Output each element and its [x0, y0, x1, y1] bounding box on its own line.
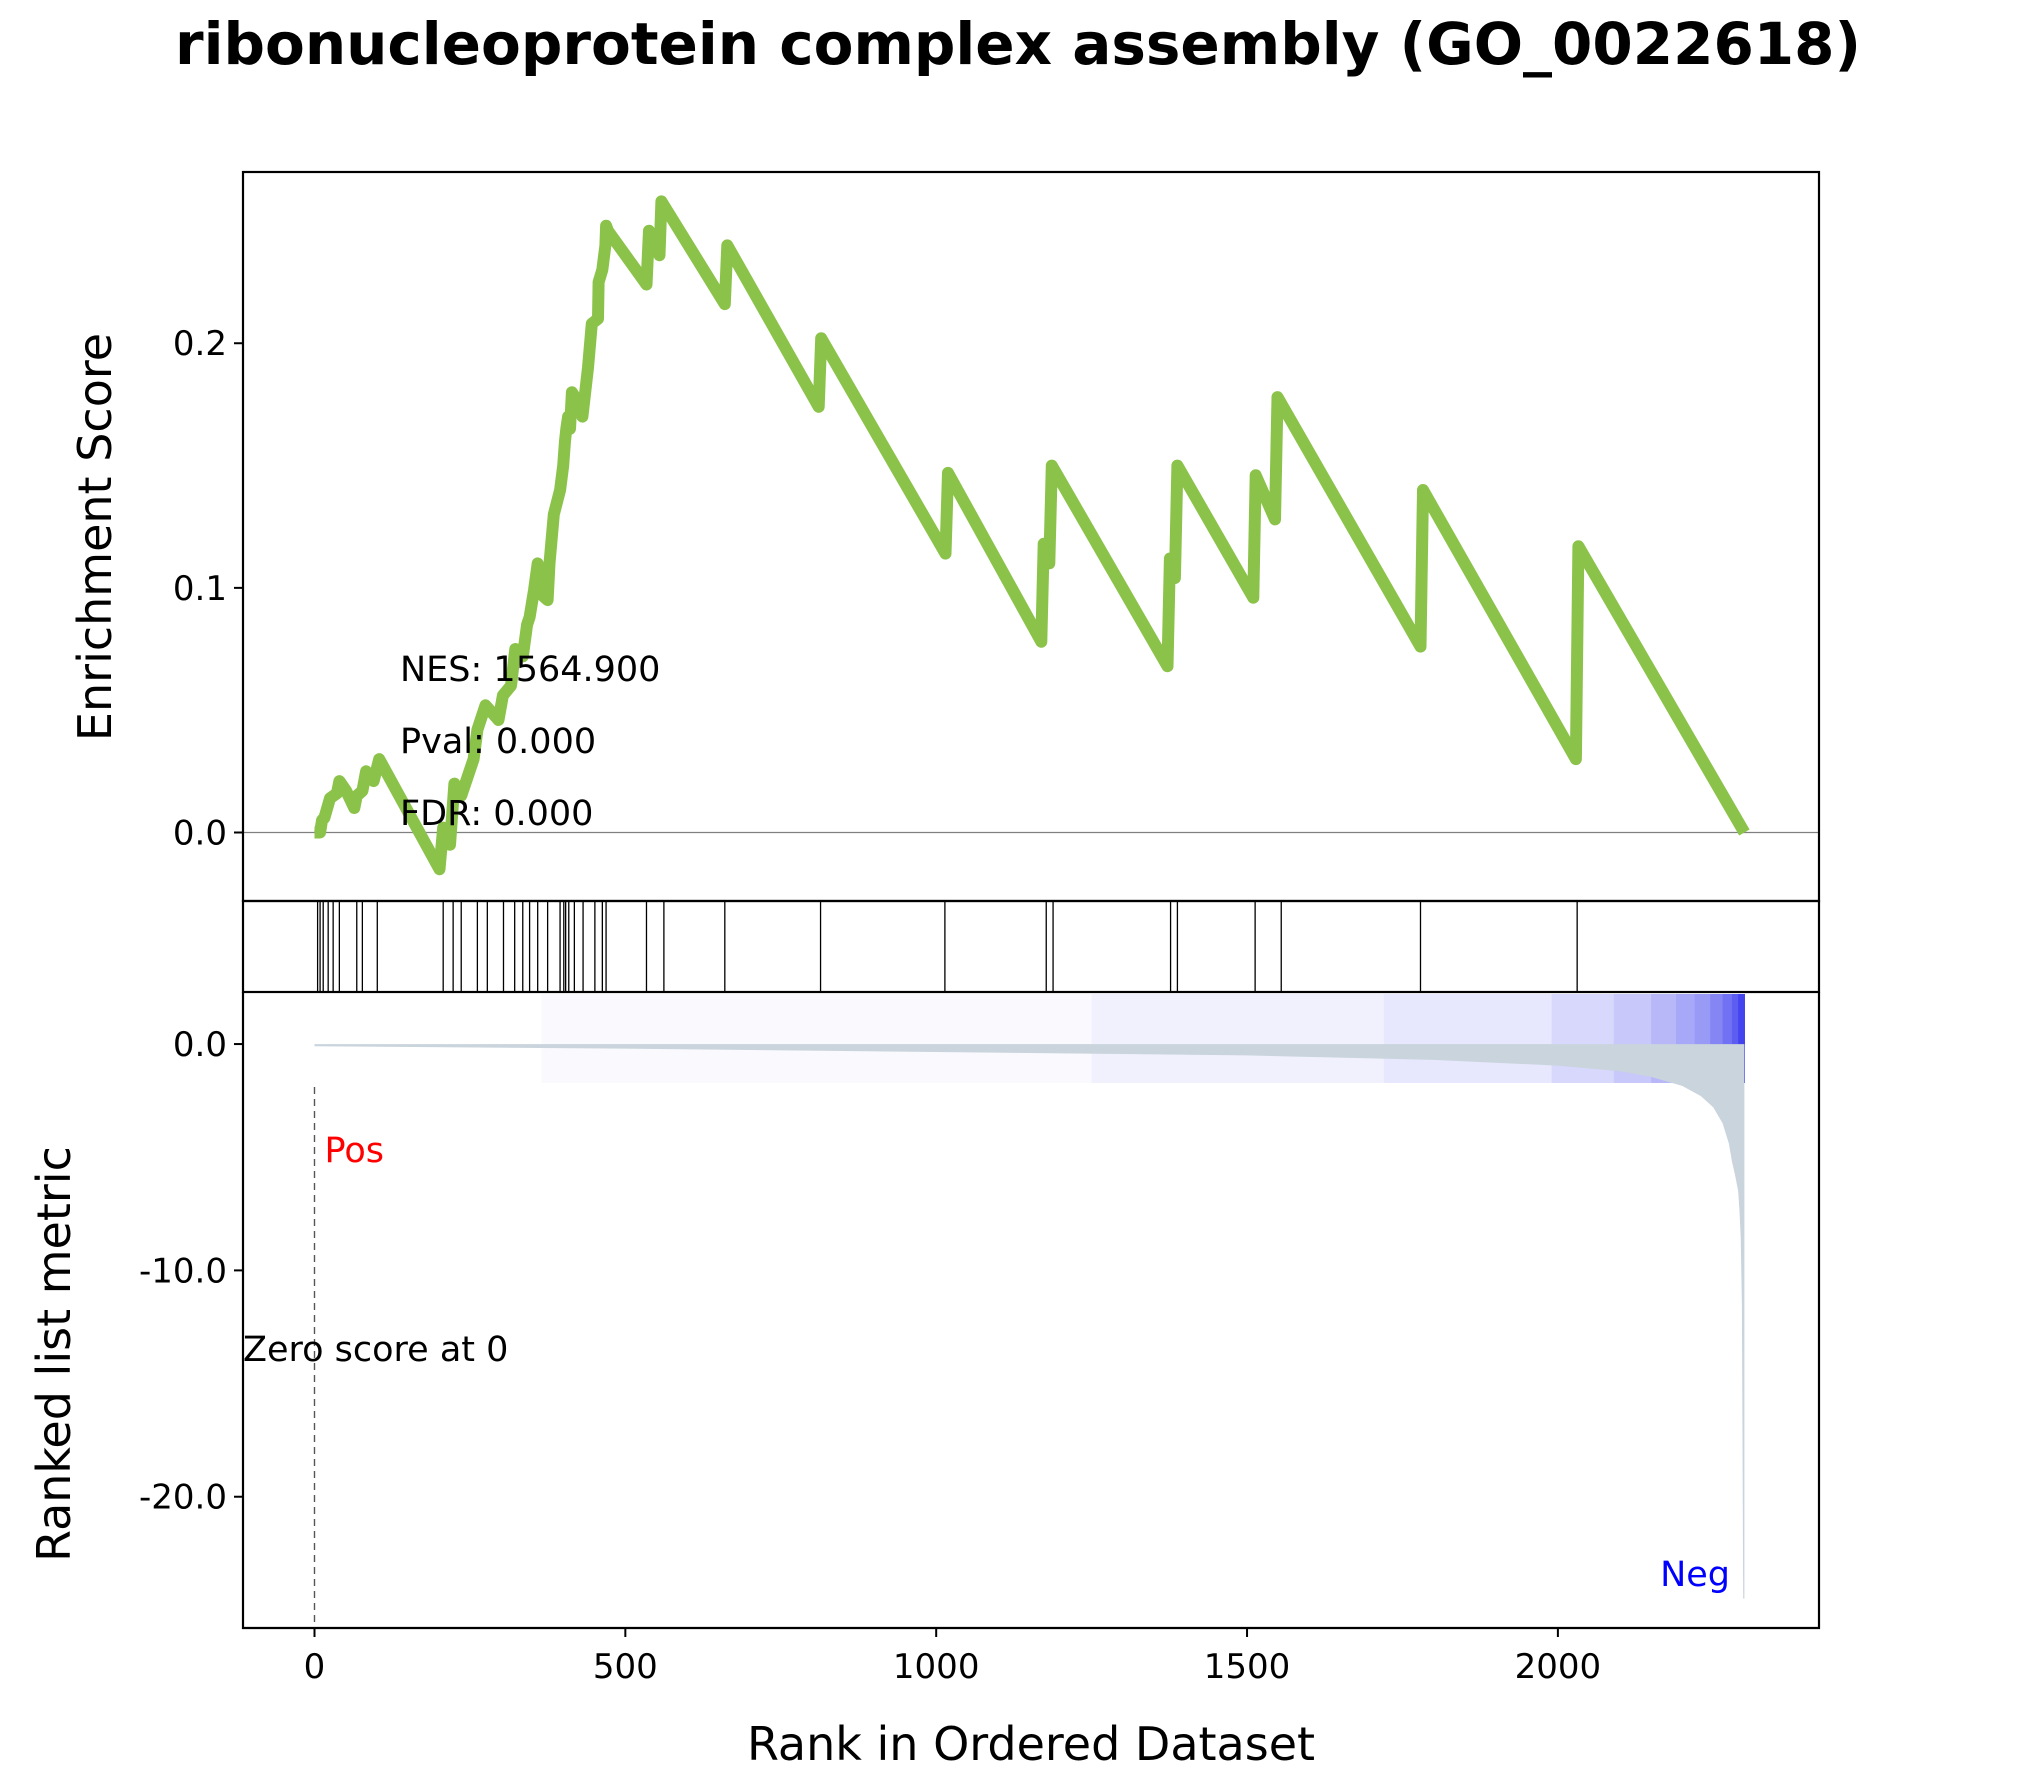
colorbar-segment: [1738, 994, 1745, 1083]
hits-axes-frame: [241, 899, 1821, 994]
metric-y-ticks: 0.0 -10.0 -20.0: [139, 1025, 243, 1518]
x-axis-label: Rank in Ordered Dataset: [747, 1717, 1315, 1771]
es-annotation: Pval: 0.000: [400, 722, 596, 762]
es-annotation: FDR: 0.000: [400, 794, 593, 834]
chart-title: ribonucleoprotein complex assembly (GO_0…: [175, 10, 1861, 78]
metric-ylabel: Ranked list metric: [27, 1146, 81, 1562]
colorbar-segment: [1731, 994, 1739, 1083]
zero-score-label: Zero score at 0: [243, 1330, 508, 1370]
es-series-line: [311, 195, 1750, 876]
es-y-ticks: 0.0 0.1 0.2: [173, 324, 243, 854]
colorbar-segment: [1383, 994, 1553, 1083]
es-annotation: NES: 1564.900: [400, 650, 660, 690]
es-panel: 0.0 0.1 0.2 NES: 1564.900 Pval: 0.000 FDR: 0…: [68, 170, 1821, 903]
metric-y-tick-label: -10.0: [139, 1251, 227, 1291]
es-y-tick-label: 0.2: [173, 324, 227, 364]
metric-y-tick-label: -20.0: [139, 1478, 227, 1518]
x-axis: 0 500 1000 1500 2000: [304, 1628, 1601, 1687]
es-y-tick-label: 0.0: [173, 814, 227, 854]
es-ylabel: Enrichment Score: [68, 333, 122, 741]
hits-panel: [241, 899, 1821, 994]
x-tick-label: 500: [593, 1647, 658, 1687]
es-y-tick-label: 0.1: [173, 569, 227, 609]
colorbar-segment: [541, 994, 1093, 1083]
colorbar-segment: [314, 994, 543, 1083]
colorbar-panel: [314, 994, 1745, 1083]
metric-y-tick-label: 0.0: [173, 1025, 227, 1065]
metric-panel: 0.0 -10.0 -20.0 Pos Neg Zero score at 0 Ra…: [27, 992, 1821, 1630]
hit-ticks: [316, 901, 1578, 992]
colorbar-segment: [1091, 994, 1385, 1083]
x-tick-label: 1500: [1204, 1647, 1291, 1687]
pos-label: Pos: [324, 1131, 384, 1171]
colorbar-segment: [1722, 994, 1733, 1083]
neg-label: Neg: [1660, 1555, 1730, 1595]
x-tick-label: 0: [304, 1647, 326, 1687]
x-tick-label: 1000: [893, 1647, 980, 1687]
x-tick-label: 2000: [1515, 1647, 1602, 1687]
metric-axes-frame: [241, 992, 1821, 1630]
es-annotations: NES: 1564.900 Pval: 0.000 FDR: 0.000: [400, 650, 660, 834]
